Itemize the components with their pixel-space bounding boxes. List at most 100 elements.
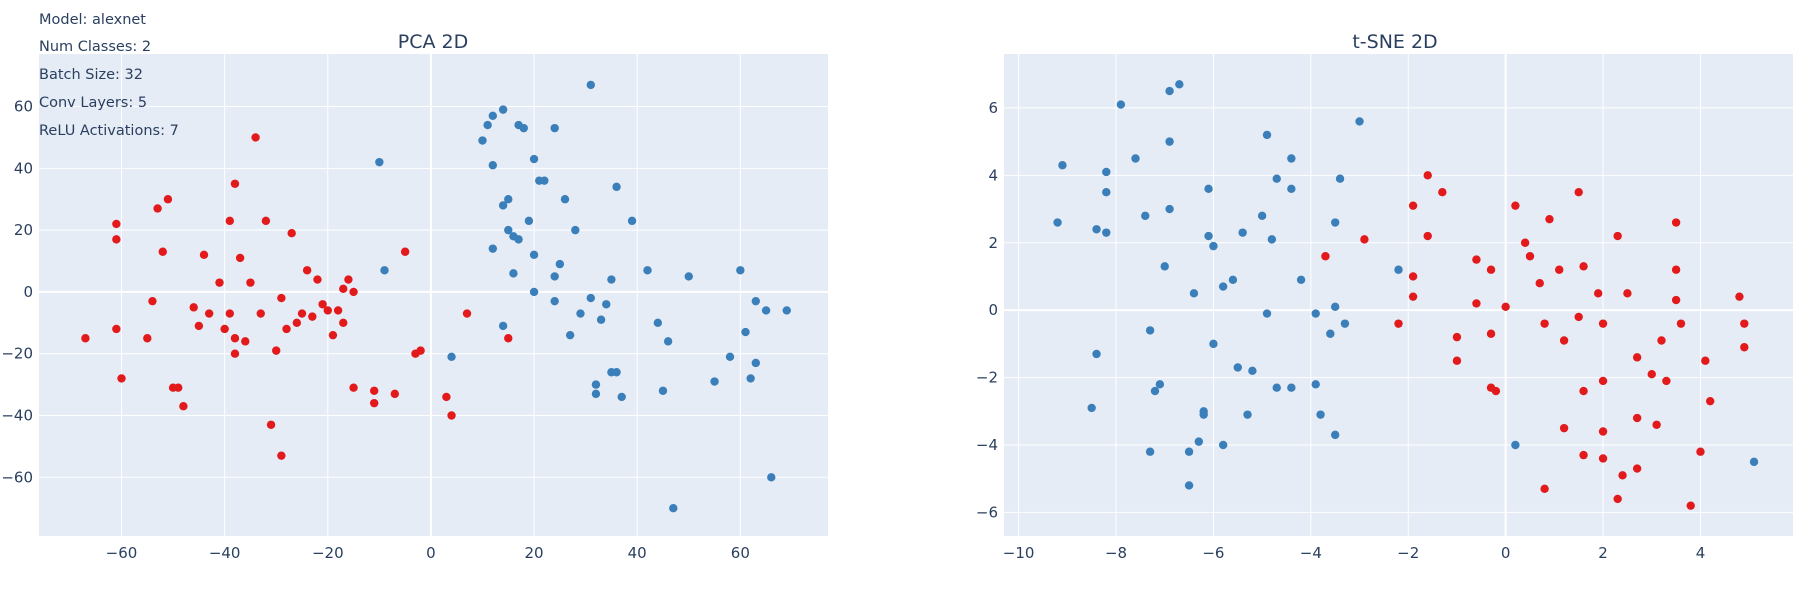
pca-point-series-0 <box>153 204 162 213</box>
pca-point-series-1 <box>669 503 678 513</box>
pca-point-series-0 <box>158 247 167 256</box>
tsne-point-series-1 <box>1520 238 1530 247</box>
pca-y-tick-label: −20 <box>1 345 33 363</box>
pca-point-series-0 <box>143 334 152 343</box>
pca-point-series-1 <box>602 300 611 309</box>
pca-point-series-1 <box>504 225 513 235</box>
pca-point-series-1 <box>684 272 693 281</box>
tsne-point-series-1 <box>1559 423 1569 433</box>
pca-point-series-0 <box>251 133 260 142</box>
tsne-title: t-SNE 2D <box>1352 31 1437 53</box>
tsne-point-series-1 <box>1598 427 1608 436</box>
pca-point-series-0 <box>272 346 281 355</box>
tsne-point-series-0 <box>1228 275 1238 285</box>
pca-point-series-0 <box>81 334 90 343</box>
pca-point-series-1 <box>529 287 539 297</box>
pca-point-series-0 <box>442 392 451 402</box>
pca-point-series-0 <box>369 398 379 408</box>
tsne-point-series-1 <box>1525 252 1535 261</box>
tsne-point-series-0 <box>1209 241 1218 251</box>
pca-point-series-1 <box>504 195 513 204</box>
tsne-point-series-1 <box>1408 292 1418 301</box>
tsne-point-series-0 <box>1330 302 1340 311</box>
pca-point-series-1 <box>746 374 755 383</box>
pca-point-series-0 <box>220 324 229 334</box>
tsne-x-tick-label: 4 <box>1696 544 1706 562</box>
pca-point-series-0 <box>318 300 327 309</box>
tsne-point-series-0 <box>1287 383 1296 392</box>
pca-point-series-0 <box>112 324 121 334</box>
pca-x-tick-label: 20 <box>525 544 544 562</box>
tsne-point-series-0 <box>1262 130 1272 140</box>
pca-point-series-1 <box>612 368 621 377</box>
tsne-point-series-1 <box>1511 201 1520 210</box>
pca-point-series-1 <box>447 352 456 361</box>
tsne-point-series-1 <box>1408 201 1418 210</box>
tsne-point-series-0 <box>1287 154 1296 163</box>
tsne-point-series-0 <box>1238 228 1247 237</box>
pca-point-series-0 <box>163 195 173 204</box>
tsne-point-series-1 <box>1671 265 1681 274</box>
info-line-model: Model: alexnet <box>39 12 146 28</box>
pca-x-tick-label: 0 <box>426 544 436 562</box>
tsne-point-series-0 <box>1355 117 1364 126</box>
pca-point-series-1 <box>736 266 745 275</box>
pca-point-series-0 <box>256 309 265 318</box>
tsne-point-series-0 <box>1394 265 1403 274</box>
tsne-y-tick-label: 0 <box>988 301 998 319</box>
tsne-x-tick-label: −2 <box>1397 544 1419 562</box>
pca-point-series-1 <box>571 225 580 235</box>
pca-point-series-0 <box>302 266 312 275</box>
tsne-point-series-1 <box>1657 336 1666 345</box>
pca-point-series-1 <box>540 176 549 185</box>
tsne-point-series-1 <box>1632 413 1642 423</box>
tsne-point-series-1 <box>1555 265 1564 274</box>
pca-point-series-0 <box>261 216 271 226</box>
tsne-point-series-1 <box>1394 319 1403 328</box>
tsne-point-series-1 <box>1545 214 1554 224</box>
tsne-point-series-1 <box>1559 336 1569 345</box>
tsne-point-series-0 <box>1194 437 1204 446</box>
tsne-point-series-0 <box>1257 211 1267 220</box>
tsne-panel: −10 −8 −6 −4 −2 0 2 4 −6 −4 −2 0 2 4 6 t-SNE 2D <box>976 31 1793 562</box>
pca-y-tick-label: −40 <box>1 407 33 425</box>
tsne-point-series-1 <box>1676 319 1686 328</box>
pca-point-series-1 <box>483 120 492 130</box>
tsne-point-series-0 <box>1287 184 1296 194</box>
pca-point-series-1 <box>751 358 761 368</box>
pca-point-series-1 <box>529 250 539 260</box>
model-info: Model: alexnet Num Classes: 2 Batch Size… <box>39 12 179 139</box>
pca-point-series-0 <box>235 253 245 263</box>
tsne-point-series-0 <box>1092 349 1101 359</box>
pca-point-series-0 <box>199 250 209 260</box>
pca-x-tick-label: 40 <box>628 544 647 562</box>
tsne-point-series-0 <box>1233 363 1242 372</box>
pca-point-series-1 <box>725 352 735 361</box>
tsne-point-series-0 <box>1330 218 1340 227</box>
pca-x-tick-label: −60 <box>106 544 138 562</box>
pca-point-series-1 <box>658 386 668 395</box>
tsne-point-series-0 <box>1267 235 1277 244</box>
info-line-conv: Conv Layers: 5 <box>39 95 147 111</box>
tsne-point-series-1 <box>1579 262 1588 271</box>
tsne-point-series-1 <box>1321 252 1330 261</box>
pca-point-series-1 <box>375 157 384 167</box>
pca-point-series-0 <box>230 334 240 343</box>
tsne-y-tick-label: −6 <box>976 503 998 521</box>
pca-point-series-0 <box>462 309 472 318</box>
pca-point-series-1 <box>514 235 523 244</box>
tsne-point-series-0 <box>1199 410 1208 419</box>
pca-point-series-0 <box>230 179 240 188</box>
pca-point-series-0 <box>349 383 358 392</box>
pca-point-series-1 <box>488 111 498 120</box>
tsne-point-series-0 <box>1243 410 1252 419</box>
pca-point-series-1 <box>607 275 616 284</box>
tsne-point-series-1 <box>1540 319 1549 328</box>
pca-point-series-0 <box>282 324 291 334</box>
tsne-point-series-1 <box>1740 319 1749 328</box>
pca-point-series-1 <box>509 269 518 278</box>
tsne-point-series-1 <box>1706 396 1715 406</box>
pca-point-series-1 <box>555 259 565 269</box>
pca-point-series-0 <box>174 383 183 392</box>
tsne-point-series-0 <box>1204 184 1213 194</box>
